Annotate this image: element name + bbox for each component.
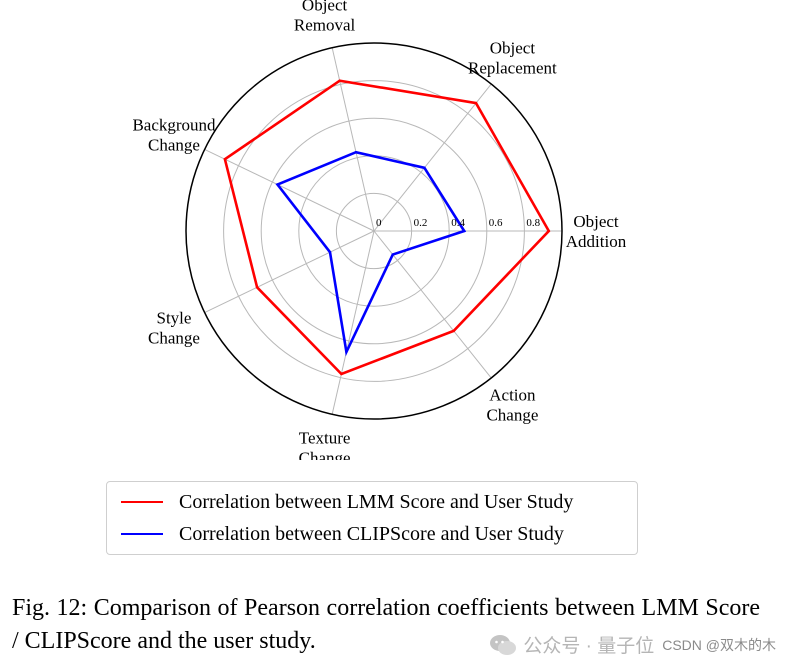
spoke-4 bbox=[204, 230, 375, 314]
legend-swatch-lmm bbox=[121, 501, 163, 503]
tick-label-1: 0.2 bbox=[414, 217, 428, 229]
watermark-account: 公众号 · 量子位 bbox=[489, 631, 654, 658]
spoke-5 bbox=[331, 230, 375, 415]
axis-label-0: Object Addition bbox=[566, 212, 627, 251]
legend-item-clip: Correlation between CLIPScore and User S… bbox=[121, 519, 564, 549]
watermark: 公众号 · 量子位 CSDN @双木的木 bbox=[489, 631, 776, 658]
series-1-point-0 bbox=[463, 229, 466, 233]
series-0-point-4 bbox=[255, 286, 259, 289]
axis-label-4: Style Change bbox=[148, 308, 200, 347]
series-1-point-5 bbox=[345, 350, 348, 354]
series-0-point-6 bbox=[452, 329, 455, 333]
series-0-point-5 bbox=[340, 372, 343, 376]
axis-label-3: Background Change bbox=[132, 116, 216, 155]
series-0-point-2 bbox=[338, 79, 341, 82]
spoke-2 bbox=[331, 47, 375, 232]
legend-item-lmm: Correlation between LMM Score and User S… bbox=[121, 487, 573, 517]
watermark-site: CSDN @双木的木 bbox=[662, 636, 776, 653]
tick-label-3: 0.6 bbox=[489, 217, 503, 229]
legend-swatch-clip bbox=[121, 533, 163, 535]
axis-label-5: Texture Change bbox=[299, 428, 351, 460]
tick-label-4: 0.8 bbox=[526, 217, 540, 229]
radar-grid bbox=[185, 42, 563, 420]
spoke-3 bbox=[204, 148, 375, 232]
series-0-point-0 bbox=[547, 229, 551, 233]
figure-caption: Fig. 12: Comparison of Pearson correlati… bbox=[12, 595, 760, 654]
axis-label-6: Action Change bbox=[486, 386, 538, 425]
series-1-point-6 bbox=[391, 253, 394, 256]
legend-label-clip: Correlation between CLIPScore and User S… bbox=[179, 522, 564, 545]
series-0-point-1 bbox=[474, 101, 478, 105]
series-1-point-3 bbox=[276, 183, 279, 186]
radar-labels: 0 0.2 0.4 0.6 0.8 Object Addition Object Replace… bbox=[132, 0, 626, 460]
chart-legend: Correlation between LMM Score and User S… bbox=[106, 481, 638, 555]
axis-label-1: Object Replacement bbox=[468, 38, 557, 77]
tick-label-0: 0 bbox=[376, 217, 382, 229]
radar-series bbox=[223, 79, 551, 376]
series-line-0 bbox=[223, 79, 551, 376]
radar-chart: 0 0.2 0.4 0.6 0.8 Object Addition Object Replace… bbox=[132, 0, 626, 460]
axis-label-2: Object Removal bbox=[294, 0, 356, 35]
series-line-1 bbox=[275, 150, 467, 357]
series-1-point-2 bbox=[354, 150, 358, 154]
series-0-point-3 bbox=[223, 158, 227, 161]
series-1-point-1 bbox=[423, 166, 426, 169]
series-1-point-4 bbox=[328, 251, 332, 254]
outer-frame bbox=[185, 42, 563, 420]
tick-label-2: 0.4 bbox=[451, 217, 465, 229]
spoke-1 bbox=[373, 83, 492, 232]
watermark-account-text: 公众号 · 量子位 bbox=[523, 636, 655, 657]
legend-label-lmm: Correlation between LMM Score and User S… bbox=[179, 490, 574, 513]
wechat-icon bbox=[490, 634, 517, 655]
